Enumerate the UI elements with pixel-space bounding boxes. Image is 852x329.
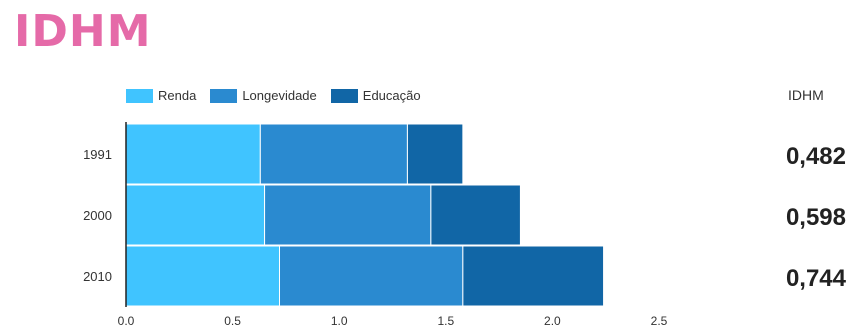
idhm-header: IDHM	[788, 87, 824, 103]
x-tick-label-2-0: 2.0	[544, 314, 561, 328]
bar-longevidade-2010	[279, 245, 464, 307]
y-tick-label-2000: 2000	[83, 208, 112, 223]
bar-educao-2010	[462, 245, 605, 307]
idhm-value-1991: 0,482	[785, 143, 846, 170]
legend-label-educacao: Educação	[362, 88, 421, 103]
x-tick-label-0-0: 0.0	[118, 314, 135, 328]
legend-swatch-longevidade	[210, 88, 238, 103]
chart-legend: Renda Longevidade Educação	[126, 88, 435, 103]
x-tick-label-1-0: 1.0	[331, 314, 348, 328]
idhm-value-2010: 0,744	[785, 265, 846, 292]
bar-longevidade-1991	[259, 123, 408, 185]
bar-renda-2010	[125, 245, 281, 307]
legend-label-renda: Renda	[158, 88, 197, 103]
y-tick-label-1991: 1991	[83, 147, 112, 162]
bar-longevidade-2000	[264, 184, 432, 246]
legend-item-longevidade: Longevidade	[210, 88, 317, 103]
x-tick-label-1-5: 1.5	[437, 314, 454, 328]
bar-renda-1991	[125, 123, 261, 185]
legend-item-renda: Renda	[126, 88, 196, 103]
x-tick-label-2-5: 2.5	[651, 314, 668, 328]
legend-item-educacao: Educação	[330, 88, 421, 103]
legend-label-longevidade: Longevidade	[242, 88, 317, 103]
idhm-value-2000: 0,598	[785, 204, 846, 231]
bar-educao-1991	[406, 123, 464, 185]
bar-educao-2000	[430, 184, 521, 246]
x-tick-label-0-5: 0.5	[224, 314, 241, 328]
page-title: IDHM	[14, 6, 152, 57]
legend-swatch-educacao	[330, 88, 358, 103]
bar-renda-2000	[125, 184, 266, 246]
y-tick-label-2010: 2010	[83, 269, 112, 284]
legend-swatch-renda	[126, 88, 153, 103]
